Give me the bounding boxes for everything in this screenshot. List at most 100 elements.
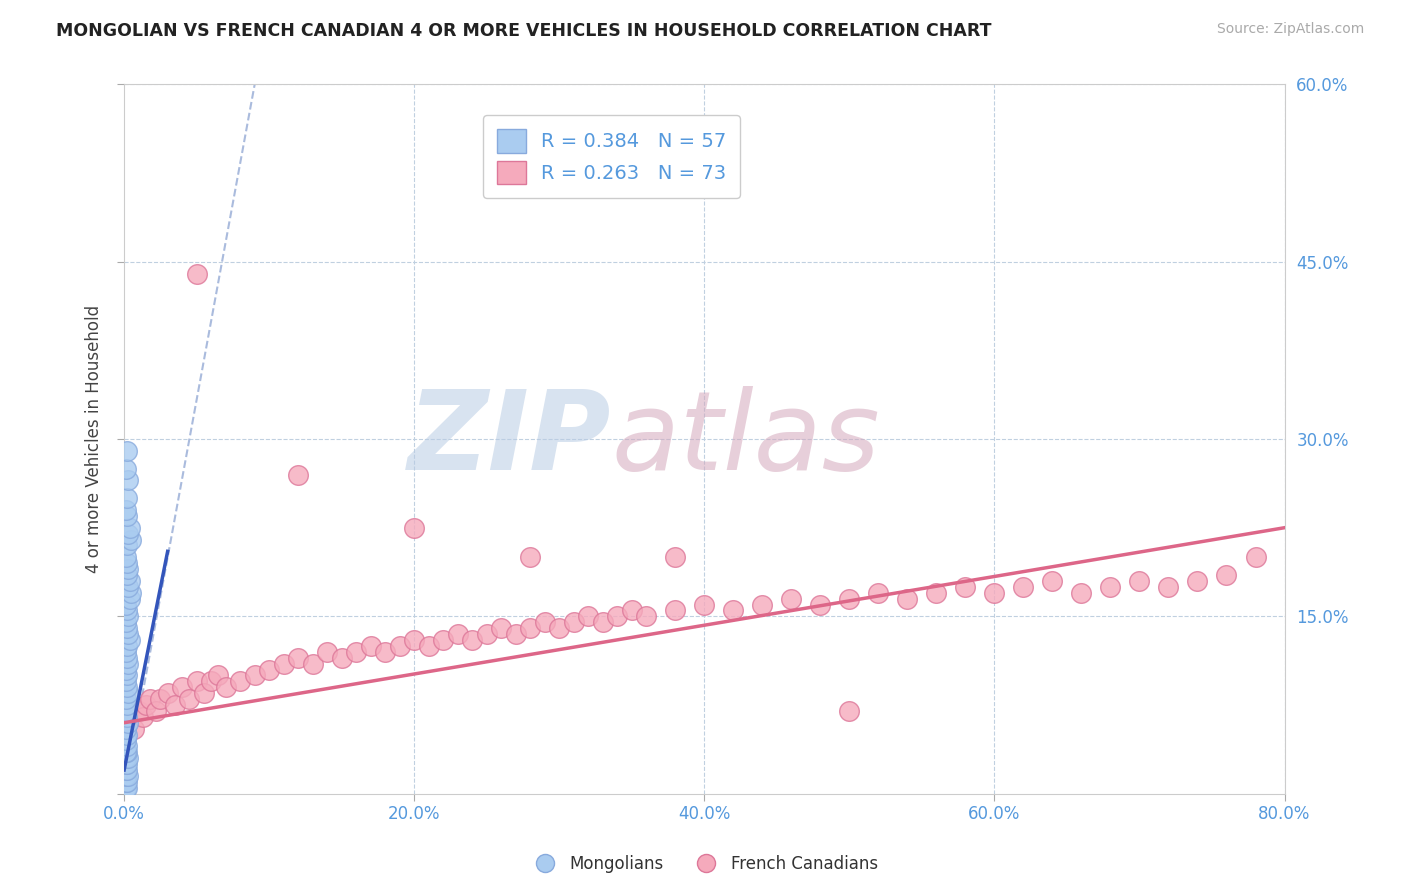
Point [115,757,138,772]
Point [114,503,136,517]
Point [808,598,831,612]
Text: MONGOLIAN VS FRENCH CANADIAN 4 OR MORE VEHICLES IN HOUSEHOLD CORRELATION CHART: MONGOLIAN VS FRENCH CANADIAN 4 OR MORE V… [56,22,991,40]
Point [117,580,139,594]
Point [117,562,139,576]
Point [179,692,201,706]
Point [120,533,142,547]
Point [115,508,138,523]
Point [838,704,860,718]
Point [287,650,309,665]
Point [186,267,208,281]
Point [117,609,139,624]
Point [1244,550,1267,565]
Point [505,627,527,641]
Point [115,668,138,682]
Point [117,769,139,783]
Point [983,585,1005,599]
Point [548,621,571,635]
Point [115,728,138,742]
Point [1042,574,1064,588]
Point [1099,580,1122,594]
Point [374,645,396,659]
Point [118,521,141,535]
Point [115,681,138,695]
Point [207,668,229,682]
Point [114,733,136,747]
Point [117,474,139,488]
Point [114,663,136,677]
Point [447,627,470,641]
Point [132,710,155,724]
Point [114,780,136,795]
Point [344,645,367,659]
Point [114,674,136,689]
Point [115,739,138,754]
Point [172,681,194,695]
Point [114,769,136,783]
Point [620,603,643,617]
Point [117,751,139,765]
Point [751,598,773,612]
Point [592,615,614,630]
Point [418,639,440,653]
Point [114,757,136,772]
Point [115,443,138,458]
Point [215,681,238,695]
Point [838,591,860,606]
Point [200,674,222,689]
Point [664,603,686,617]
Point [664,550,686,565]
Point [114,704,136,718]
Point [636,609,658,624]
Point [114,598,136,612]
Point [404,521,426,535]
Point [114,692,136,706]
Point [780,591,803,606]
Point [124,722,146,736]
Point [120,585,142,599]
Legend: R = 0.384   N = 57, R = 0.263   N = 73: R = 0.384 N = 57, R = 0.263 N = 73 [482,115,740,198]
Point [115,621,138,635]
Point [118,632,141,647]
Point [1187,574,1209,588]
Point [229,674,252,689]
Point [114,550,136,565]
Legend: Mongolians, French Canadians: Mongolians, French Canadians [522,848,884,880]
Point [114,722,136,736]
Point [925,585,948,599]
Point [1128,574,1150,588]
Point [117,686,139,700]
Point [1157,580,1180,594]
Point [330,650,353,665]
Point [114,745,136,759]
Point [114,615,136,630]
Point [606,609,628,624]
Point [432,632,454,647]
Point [404,632,426,647]
Point [1070,585,1092,599]
Point [117,657,139,671]
Text: Source: ZipAtlas.com: Source: ZipAtlas.com [1216,22,1364,37]
Point [139,692,162,706]
Text: atlas: atlas [612,385,880,492]
Point [114,461,136,475]
Point [115,556,138,570]
Point [114,751,136,765]
Point [461,632,484,647]
Point [360,639,382,653]
Point [115,698,138,712]
Point [114,775,136,789]
Point [186,674,208,689]
Point [301,657,323,671]
Point [118,574,141,588]
Point [693,598,716,612]
Point [115,775,138,789]
Point [117,715,139,730]
Point [117,715,139,730]
Point [115,780,138,795]
Point [1012,580,1035,594]
Point [868,585,890,599]
Point [723,603,745,617]
Point [1215,568,1237,582]
Point [896,591,918,606]
